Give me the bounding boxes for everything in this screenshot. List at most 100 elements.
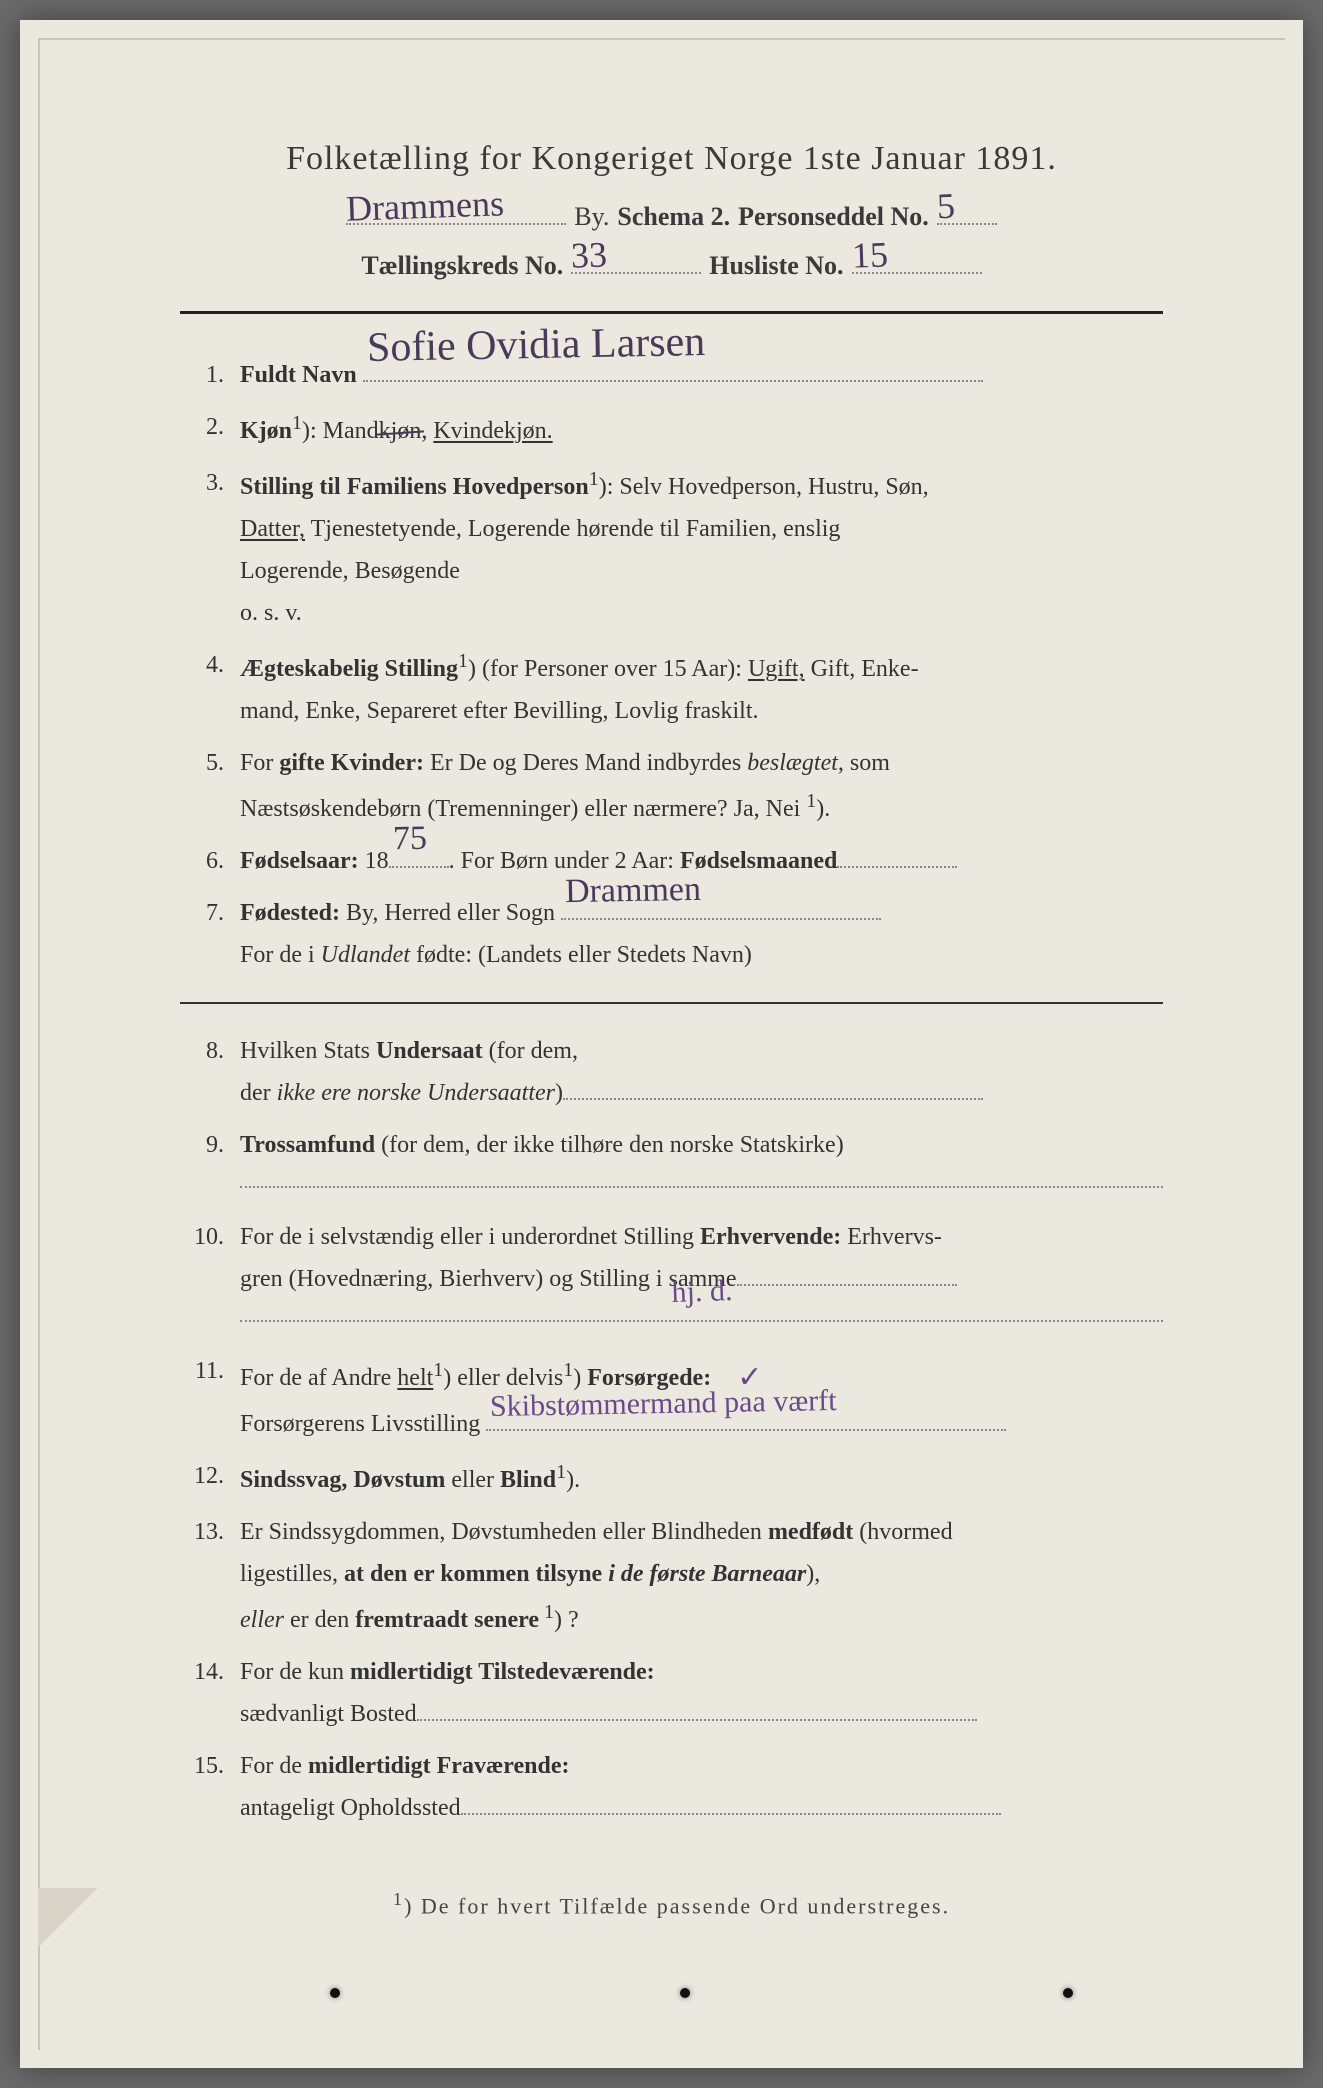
italic-text: ikke ere norske Undersaatter: [277, 1080, 555, 1106]
italic-text: i de første Barneaar: [602, 1561, 806, 1587]
page-title: Folketælling for Kongeriget Norge 1ste J…: [180, 140, 1163, 178]
field-body: Fødselsaar: 1875. For Børn under 2 Aar: …: [240, 840, 1163, 882]
row-3-relation: 3. Stilling til Familiens Hovedperson1):…: [180, 462, 1163, 634]
header-row-1: Drammens By. Schema 2. Personseddel No. …: [180, 196, 1163, 232]
field-body: Fødested: By, Herred eller Sogn Drammen …: [240, 892, 1163, 976]
footnote-sup: 1: [393, 1889, 404, 1909]
row-num: 2.: [180, 406, 224, 452]
text: ): Mand: [302, 418, 379, 444]
label: Sindssvag, Døvstum: [240, 1467, 445, 1493]
row-num: 10.: [180, 1216, 224, 1340]
field-body: Ægteskabelig Stilling1) (for Personer ov…: [240, 644, 1163, 732]
text: Næstsøskendebørn (Tremenninger) eller næ…: [240, 796, 806, 822]
text: By, Herred eller Sogn: [340, 900, 555, 926]
form-fields: 1. Fuldt Navn Sofie Ovidia Larsen 2. Kjø…: [180, 354, 1163, 976]
row-num: 9.: [180, 1124, 224, 1206]
row-14-temp-present: 14. For de kun midlertidigt Tilstedevære…: [180, 1651, 1163, 1735]
row-9-religion: 9. Trossamfund (for dem, der ikke tilhør…: [180, 1124, 1163, 1206]
text: For de: [240, 1753, 308, 1779]
census-form-page: Folketælling for Kongeriget Norge 1ste J…: [20, 20, 1303, 2068]
bold-text: fremtraadt senere: [355, 1607, 539, 1633]
provider-value: Skibstømmermand paa værft: [490, 1375, 837, 1434]
row-num: 14.: [180, 1651, 224, 1735]
footnote-text: ) De for hvert Tilfælde passende Ord und…: [404, 1893, 950, 1918]
label: Trossamfund: [240, 1132, 375, 1158]
header-row-2: Tællingskreds No. 33 Husliste No. 15: [180, 246, 1163, 282]
sup: 1: [589, 468, 599, 490]
bold-text: medfødt: [768, 1519, 853, 1545]
field-body: For gifte Kvinder: Er De og Deres Mand i…: [240, 742, 1163, 830]
kreds-label: Tællingskreds No.: [361, 251, 563, 281]
row-num: 1.: [180, 354, 224, 396]
text: Forsørgerens Livsstilling: [240, 1411, 480, 1437]
text: der: [240, 1080, 277, 1106]
name-value: Sofie Ovidia Larsen: [366, 306, 705, 385]
pinhole-right: [1063, 1988, 1073, 1998]
text: Er Sindssygdommen, Døvstumheden eller Bl…: [240, 1519, 768, 1545]
husliste-field: 15: [852, 246, 982, 275]
label: Stilling til Familiens Hovedperson: [240, 474, 589, 500]
husliste-label: Husliste No.: [709, 251, 843, 281]
citizen-field: [563, 1076, 983, 1100]
text: Tjenestetyende, Logerende hørende til Fa…: [305, 516, 840, 542]
text: som: [844, 750, 890, 776]
row-num: 12.: [180, 1455, 224, 1501]
field-body: Kjøn1): Mandkjøn, Kvindekjøn.: [240, 406, 1163, 452]
text: ): Selv Hovedperson, Hustru, Søn,: [599, 474, 929, 500]
personseddel-label: Personseddel No.: [738, 202, 929, 232]
label: Erhvervende:: [700, 1224, 841, 1250]
text: o. s. v.: [240, 600, 302, 626]
footnote: 1) De for hvert Tilfælde passende Ord un…: [180, 1889, 1163, 1919]
selected-option: Datter,: [240, 516, 305, 542]
birthplace-value: Drammen: [565, 860, 702, 922]
name-field: Sofie Ovidia Larsen: [363, 358, 983, 382]
field-body: For de i selvstændig eller i underordnet…: [240, 1216, 1163, 1340]
row-12-disability: 12. Sindssvag, Døvstum eller Blind1).: [180, 1455, 1163, 1501]
label: Undersaat: [376, 1038, 483, 1064]
husliste-value: 15: [851, 234, 888, 277]
label2: Blind: [500, 1467, 556, 1493]
row-num: 3.: [180, 462, 224, 634]
label: midlertidigt Tilstedeværende:: [350, 1659, 655, 1685]
text: ): [555, 1080, 563, 1106]
field-body: Er Sindssygdommen, Døvstumheden eller Bl…: [240, 1511, 1163, 1641]
by-field: Drammens: [346, 196, 566, 225]
row-8-citizenship: 8. Hvilken Stats Undersaat (for dem, der…: [180, 1030, 1163, 1114]
field-body: Sindssvag, Døvstum eller Blind1).: [240, 1455, 1163, 1501]
row-11-provided-for: 11. For de af Andre helt1) eller delvis1…: [180, 1350, 1163, 1445]
row-num: 8.: [180, 1030, 224, 1114]
text: mand, Enke, Separeret efter Bevilling, L…: [240, 698, 759, 724]
label2: Fødselsmaaned: [680, 848, 837, 874]
row-7-birthplace: 7. Fødested: By, Herred eller Sogn Dramm…: [180, 892, 1163, 976]
label: Kjøn: [240, 418, 292, 444]
field-body: Hvilken Stats Undersaat (for dem, der ik…: [240, 1030, 1163, 1114]
row-5-married-women: 5. For gifte Kvinder: Er De og Deres Man…: [180, 742, 1163, 830]
field-body: For de midlertidigt Fraværende: antageli…: [240, 1745, 1163, 1829]
row-num: 13.: [180, 1511, 224, 1641]
italic-text: beslægtet,: [747, 750, 844, 776]
sup: 1: [433, 1359, 443, 1381]
text: For: [240, 750, 279, 776]
pinhole-center: [680, 1988, 690, 1998]
kreds-field: 33: [571, 246, 701, 275]
pinhole-left: [330, 1988, 340, 1998]
text: (for dem,: [483, 1038, 578, 1064]
row-2-sex: 2. Kjøn1): Mandkjøn, Kvindekjøn.: [180, 406, 1163, 452]
text: Erhvervs-: [841, 1224, 942, 1250]
text: eller: [445, 1467, 500, 1493]
personseddel-field: 5: [937, 196, 997, 225]
row-num: 11.: [180, 1350, 224, 1445]
text: ) (for Personer over 15 Aar):: [468, 656, 748, 682]
field-body: For de kun midlertidigt Tilstedeværende:…: [240, 1651, 1163, 1735]
text: ) ?: [554, 1607, 579, 1633]
divider-mid: [180, 1002, 1163, 1004]
field-body: Stilling til Familiens Hovedperson1): Se…: [240, 462, 1163, 634]
row-4-marital: 4. Ægteskabelig Stilling1) (for Personer…: [180, 644, 1163, 732]
year-field: 75: [389, 844, 449, 868]
field-body: For de af Andre helt1) eller delvis1) Fo…: [240, 1350, 1163, 1445]
underlined: helt: [397, 1365, 433, 1391]
field-body: Trossamfund (for dem, der ikke tilhøre d…: [240, 1124, 1163, 1206]
whereabouts-field: [461, 1791, 1001, 1815]
provider-field: Skibstømmermand paa værft: [486, 1407, 1006, 1431]
sup: 1: [563, 1359, 573, 1381]
